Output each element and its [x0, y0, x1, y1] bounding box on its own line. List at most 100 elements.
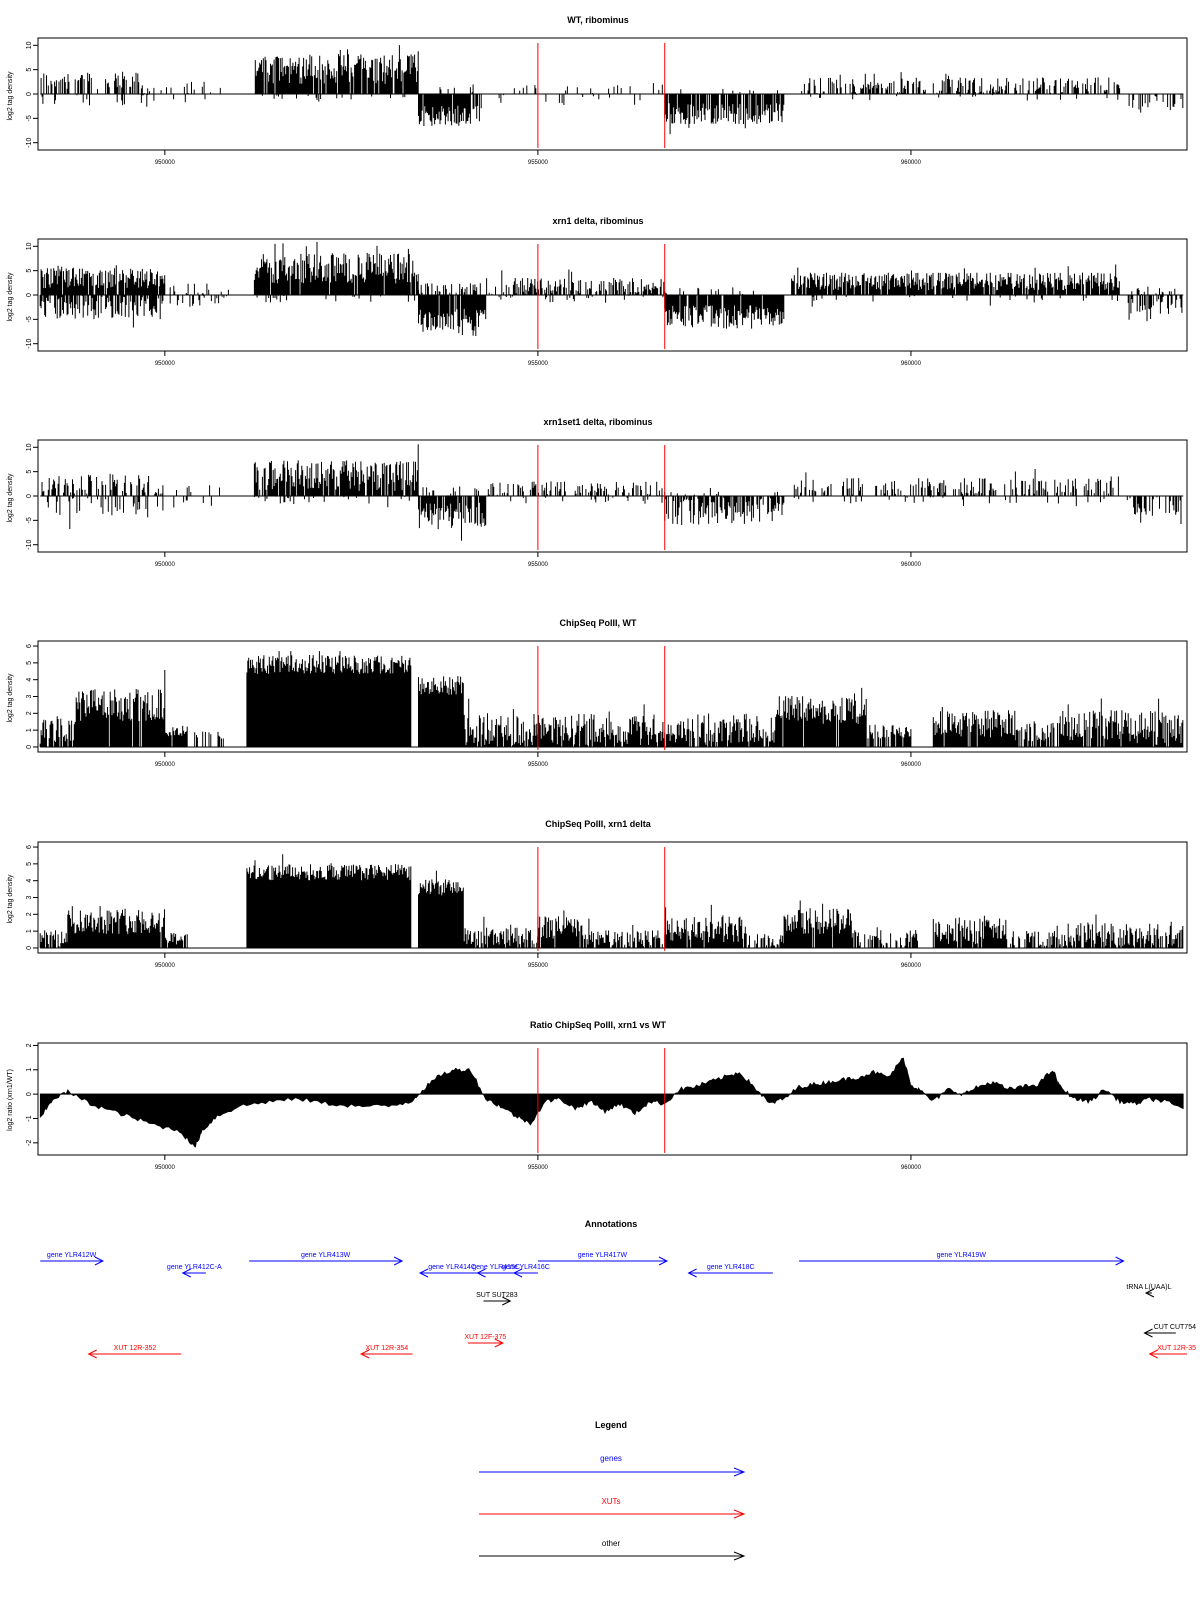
- annotation-feature: XUT 12R-352: [87, 1345, 182, 1359]
- feature-label: CUT CUT754: [1154, 1324, 1196, 1331]
- panel-2: -10 -5 0 5 10 950000 955000 960000: [26, 238, 1188, 367]
- feature-label: gene YLR414C: [428, 1264, 476, 1271]
- feature-arrow-head: [687, 1268, 697, 1278]
- y-tick-label: -1: [26, 1115, 33, 1121]
- annotation-feature: XUT 12F-375: [464, 1334, 506, 1348]
- feature-arrow-head: [1148, 1349, 1158, 1359]
- feature-arrow-head: [476, 1268, 486, 1278]
- panel-4-ylabel: log2 tag density: [7, 673, 14, 723]
- annotation-feature: CUT CUT754: [1143, 1324, 1196, 1338]
- annotation-feature: gene YLR414C: [418, 1264, 485, 1278]
- bar-marks: [39, 854, 1184, 948]
- annotation-feature: gene YLR417W: [537, 1252, 669, 1266]
- panel-1-x-axis: 950000 955000 960000: [155, 150, 922, 166]
- panel-1-ylabel: log2 tag density: [7, 71, 14, 121]
- feature-label: gene YLR416C: [502, 1264, 550, 1271]
- x-tick-label: 960000: [901, 963, 922, 969]
- x-tick-label: 950000: [155, 963, 176, 969]
- x-tick-label: 950000: [155, 160, 176, 166]
- y-tick-label: 5: [26, 269, 33, 273]
- legend-genes-arrow: [479, 1467, 746, 1477]
- feature-arrow-head: [418, 1268, 429, 1278]
- legend-title: Legend: [595, 1420, 627, 1430]
- legend-other-label: other: [602, 1539, 621, 1548]
- feature-label: gene YLR417W: [578, 1252, 628, 1259]
- feature-arrow-head: [1115, 1256, 1125, 1266]
- feature-arrow-head: [393, 1256, 404, 1266]
- annotation-feature: gene YLR416C: [502, 1264, 550, 1278]
- y-tick-label: 5: [26, 661, 33, 665]
- y-tick-label: 0: [26, 494, 33, 498]
- panel-6-title: Ratio ChipSeq PolII, xrn1 vs WT: [530, 1020, 667, 1030]
- y-tick-label: 4: [26, 678, 33, 682]
- panel-3-x-axis: 950000 955000 960000: [155, 552, 922, 568]
- x-tick-label: 960000: [901, 361, 922, 367]
- panel-4-title: ChipSeq PolII, WT: [560, 618, 637, 628]
- panel-2-x-axis: 950000 955000 960000: [155, 351, 922, 367]
- y-tick-label: 1: [26, 929, 33, 933]
- ratio-area: [39, 1057, 1184, 1148]
- x-tick-label: 955000: [528, 963, 549, 969]
- panel-6: -2 -1 0 1 2 950000 955000 960000: [26, 1042, 1188, 1171]
- y-tick-label: -5: [26, 115, 33, 121]
- x-tick-label: 955000: [528, 361, 549, 367]
- feature-label: gene YLR415C: [472, 1264, 520, 1271]
- legend-xuts-label: XUTs: [601, 1497, 620, 1506]
- y-tick-label: 10: [26, 242, 33, 250]
- feature-arrow-head: [1144, 1288, 1155, 1298]
- panel-4-y-axis: 0 1 2 3 4 5 6: [26, 644, 38, 749]
- panel-3-bars: [41, 444, 1182, 541]
- bar-marks: [40, 45, 1184, 135]
- panel-3-title: xrn1set1 delta, ribominus: [543, 417, 652, 427]
- y-tick-label: 0: [26, 1092, 33, 1096]
- y-tick-label: 1: [26, 1068, 33, 1072]
- x-tick-label: 960000: [901, 562, 922, 568]
- feature-label: tRNA L(UAA)L: [1126, 1284, 1171, 1291]
- feature-arrow-head: [181, 1268, 191, 1278]
- bar-marks: [39, 651, 1184, 747]
- feature-arrow-head: [359, 1349, 370, 1359]
- y-tick-label: -2: [26, 1140, 33, 1146]
- panel-2-title: xrn1 delta, ribominus: [552, 216, 643, 226]
- feature-label: XUT 12R-352: [114, 1345, 157, 1352]
- panel-3-y-axis: -10 -5 0 5 10: [26, 443, 38, 550]
- panel-2-y-axis: -10 -5 0 5 10: [26, 242, 38, 349]
- panel-6-frame: [37, 1042, 1188, 1156]
- x-tick-label: 950000: [155, 562, 176, 568]
- panel-1: -10 -5 0 5 10 950000 955000 960000: [26, 37, 1188, 166]
- panel-5-title: ChipSeq PolII, xrn1 delta: [545, 819, 652, 829]
- bar-marks: [39, 241, 1183, 336]
- x-tick-label: 955000: [528, 562, 549, 568]
- y-tick-label: -10: [26, 138, 33, 148]
- legend-other-arrow: [479, 1551, 746, 1561]
- legend-genes-label: genes: [600, 1454, 622, 1463]
- y-tick-label: -10: [26, 540, 33, 550]
- x-tick-label: 955000: [528, 1165, 549, 1171]
- feature-arrow-head: [502, 1296, 512, 1306]
- y-tick-label: -10: [26, 339, 33, 349]
- feature-arrow-head: [658, 1256, 669, 1266]
- x-tick-label: 960000: [901, 160, 922, 166]
- annotation-feature: tRNA L(UAA)L: [1126, 1284, 1172, 1298]
- y-tick-label: 0: [26, 92, 33, 96]
- x-tick-label: 950000: [155, 361, 176, 367]
- y-tick-label: 10: [26, 443, 33, 451]
- annotation-layer: gene YLR412W gene YLR412C-A gene YLR413W ge…: [40, 1252, 1196, 1359]
- panel-4-x-axis: 950000 955000 960000: [155, 752, 922, 768]
- feature-label: gene YLR419W: [937, 1252, 987, 1259]
- bar-marks: [41, 444, 1182, 541]
- x-tick-label: 955000: [528, 762, 549, 768]
- y-tick-label: 4: [26, 879, 33, 883]
- panel-4: 0 1 2 3 4 5 6 950000 955000 960000: [26, 640, 1188, 768]
- panel-1-bars: [40, 45, 1184, 135]
- y-tick-label: 1: [26, 728, 33, 732]
- y-tick-label: 2: [26, 912, 33, 916]
- feature-arrow-head: [87, 1349, 97, 1359]
- panel-4-bars: [39, 651, 1184, 747]
- x-tick-label: 950000: [155, 762, 176, 768]
- y-tick-label: 0: [26, 745, 33, 749]
- panel-5: 0 1 2 3 4 5 6 950000 955000 960000: [26, 841, 1188, 969]
- panel-1-title: WT, ribominus: [567, 15, 629, 25]
